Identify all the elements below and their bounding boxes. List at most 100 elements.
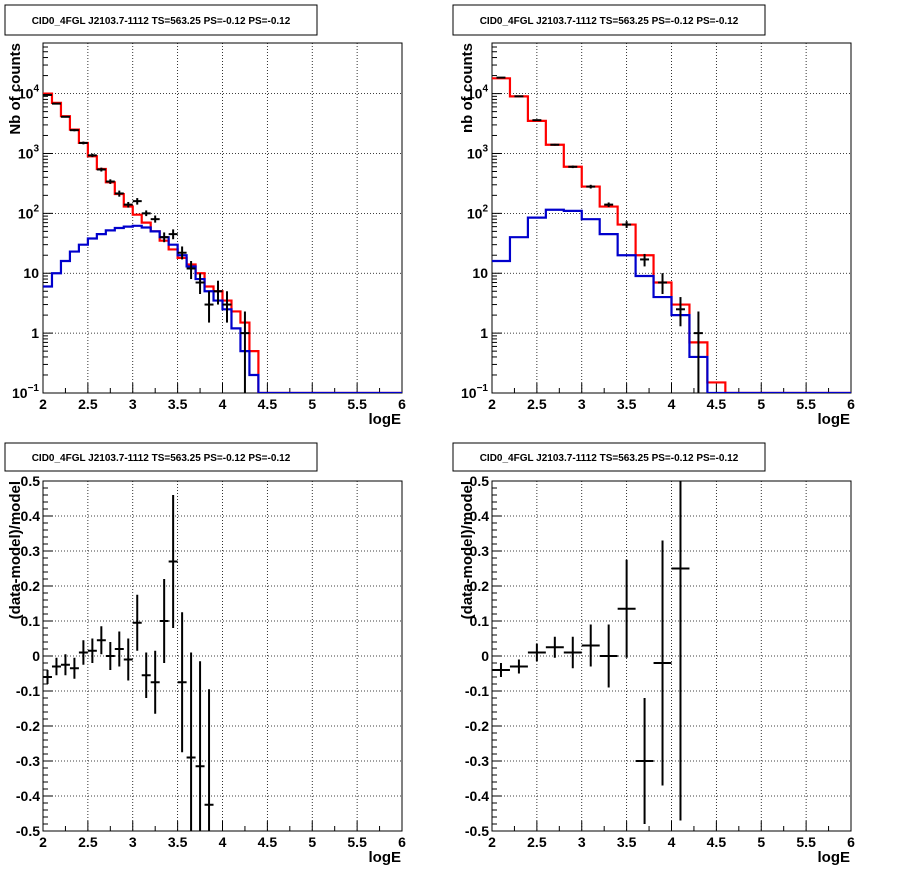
y-tick-label: 10 [472,265,488,281]
title-box [4,4,318,36]
x-tick-label: 6 [398,834,406,850]
y-tick-label: -0.5 [16,823,40,839]
x-tick-label: 5.5 [796,396,816,412]
y-tick-label: 0.3 [21,543,41,559]
y-tick-label: 0.2 [21,578,41,594]
y-tick-label: -0.4 [465,788,489,804]
histogram-series-2 [43,224,402,393]
x-tick-label: 2.5 [78,834,98,850]
x-tick-label: 2.5 [527,396,547,412]
x-tick-label: 6 [847,834,855,850]
y-tick-label: -0.1 [16,683,40,699]
x-tick-label: 3.5 [168,834,188,850]
x-tick-label: 3.5 [168,396,188,412]
x-tick-label: 4 [668,834,676,850]
x-tick-label: 4.5 [707,396,727,412]
x-tick-label: 2 [488,834,496,850]
y-tick-label: -0.2 [16,718,40,734]
y-tick-label: 102 [467,203,489,221]
y-tick-label: 103 [467,143,489,161]
x-axis-label: logE [818,411,851,428]
y-tick-label: 1 [480,325,488,341]
x-tick-label: 4 [219,834,227,850]
y-axis-label: (data-model)/model [459,481,476,619]
x-tick-label: 5 [308,396,316,412]
y-axis-label: Nb of counts [7,43,24,135]
y-tick-label: 10 [23,265,39,281]
title-box [452,4,766,36]
x-tick-label: 3 [129,834,137,850]
x-tick-label: 6 [398,396,406,412]
chart-title: CID0_4FGL J2103.7-1112 TS=563.25 PS=-0.1… [480,453,739,464]
y-tick-label: 0.1 [470,613,490,629]
y-tick-label: 0.1 [21,613,41,629]
x-tick-label: 5 [757,834,765,850]
x-tick-label: 3 [578,396,586,412]
x-tick-label: 2.5 [527,834,547,850]
y-axis-label: nb of counts [459,43,476,133]
y-tick-exponent: 3 [33,143,39,154]
y-tick-exponent: −1 [477,383,489,394]
y-tick-label: 0.4 [470,508,490,524]
x-tick-label: 5.5 [347,834,367,850]
y-tick-exponent: −1 [28,383,40,394]
x-tick-label: 5.5 [347,396,367,412]
y-tick-label: 103 [18,143,40,161]
chart-title: CID0_4FGL J2103.7-1112 TS=563.25 PS=-0.1… [32,453,291,464]
y-tick-label: 10−1 [12,383,39,401]
x-tick-label: 5.5 [796,834,816,850]
x-tick-label: 4 [219,396,227,412]
chart-panel-1: CID0_4FGL J2103.7-1112 TS=563.25 PS=-0.1… [4,4,406,428]
y-tick-label: -0.5 [465,823,489,839]
x-tick-label: 4.5 [707,834,727,850]
x-tick-label: 4.5 [258,396,278,412]
x-tick-label: 4.5 [258,834,278,850]
y-tick-exponent: 4 [482,84,488,95]
y-tick-label: 0.3 [470,543,490,559]
y-tick-label: 0 [32,648,40,664]
histogram-series-2 [492,208,851,393]
y-tick-label: 10−1 [461,383,488,401]
y-tick-label: 1 [31,325,39,341]
x-tick-label: 2 [39,834,47,850]
chart-title: CID0_4FGL J2103.7-1112 TS=563.25 PS=-0.1… [32,16,291,27]
chart-panel-4: CID0_4FGL J2103.7-1112 TS=563.25 PS=-0.1… [452,442,855,866]
y-tick-label: 0.5 [470,473,490,489]
chart-panel-2: CID0_4FGL J2103.7-1112 TS=563.25 PS=-0.1… [452,4,855,428]
x-tick-label: 3 [129,396,137,412]
x-tick-label: 6 [847,396,855,412]
y-tick-exponent: 2 [482,203,488,214]
chart-title: CID0_4FGL J2103.7-1112 TS=563.25 PS=-0.1… [480,16,739,27]
y-tick-label: 0.5 [21,473,41,489]
x-tick-label: 3 [578,834,586,850]
x-axis-label: logE [369,849,402,866]
y-tick-label: -0.3 [16,753,40,769]
y-tick-exponent: 3 [482,143,488,154]
histogram-series-1 [43,92,402,393]
x-axis-label: logE [818,849,851,866]
x-tick-label: 2 [488,396,496,412]
x-tick-label: 3.5 [617,396,637,412]
x-tick-label: 3.5 [617,834,637,850]
y-tick-label: 0.2 [470,578,490,594]
chart-panel-3: CID0_4FGL J2103.7-1112 TS=563.25 PS=-0.1… [4,442,406,866]
y-tick-label: -0.3 [465,753,489,769]
x-tick-label: 2.5 [78,396,98,412]
y-tick-label: -0.1 [465,683,489,699]
y-tick-label: 0 [481,648,489,664]
x-tick-label: 5 [757,396,765,412]
y-tick-label: -0.4 [16,788,40,804]
x-axis-label: logE [369,411,402,428]
x-tick-label: 2 [39,396,47,412]
title-box [452,442,766,472]
y-tick-label: -0.2 [465,718,489,734]
y-tick-label: 0.4 [21,508,41,524]
x-tick-label: 4 [668,396,676,412]
x-tick-label: 5 [308,834,316,850]
title-box [4,442,318,472]
y-tick-exponent: 2 [33,203,39,214]
y-tick-exponent: 4 [33,84,39,95]
y-tick-label: 102 [18,203,40,221]
